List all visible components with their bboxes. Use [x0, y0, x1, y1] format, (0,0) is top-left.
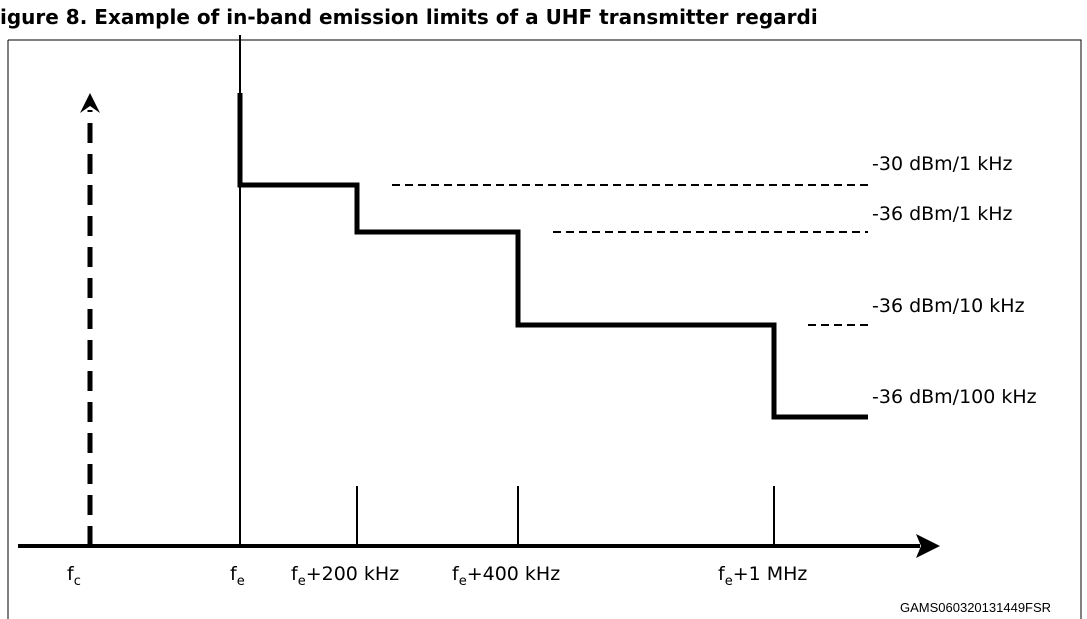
figure-title: igure 8. Example of in-band emission lim… [0, 5, 818, 29]
carrier-arrow-head [80, 93, 100, 113]
figure-reference-code: GAMS060320131449FSR [900, 600, 1051, 615]
x-label-fe-200khz: fe+200 kHz [291, 563, 399, 589]
frequency-axis-arrow [916, 534, 940, 558]
level-label: -36 dBm/100 kHz [872, 386, 1037, 408]
level-label: -36 dBm/1 kHz [872, 203, 1012, 225]
emission-mask [237, 93, 868, 420]
figure-border [7, 39, 1082, 619]
x-label-fe: fe [230, 563, 245, 589]
x-label-fe-400khz: fe+400 kHz [452, 563, 560, 589]
x-label-fc: fc [67, 563, 81, 589]
level-label: -36 dBm/10 kHz [872, 295, 1025, 317]
level-label: -30 dBm/1 kHz [872, 153, 1012, 175]
x-label-fe-1mhz: fe+1 MHz [718, 563, 807, 589]
